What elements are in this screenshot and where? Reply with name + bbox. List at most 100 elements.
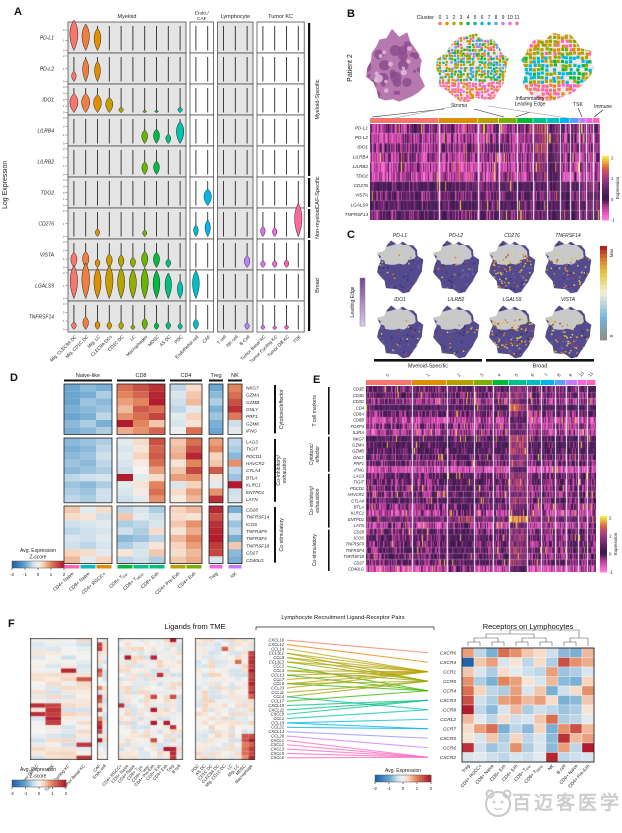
graphic [552,319,555,322]
graphic [548,39,553,43]
graphic [208,505,224,564]
d-cell [64,495,80,503]
graphic [584,72,588,76]
graphic [553,272,556,275]
graphic [430,59,432,61]
d-cell [80,438,96,446]
graphic [527,267,530,270]
violin [106,321,112,330]
graphic [466,331,469,334]
graphic [430,102,432,104]
graphic [471,96,475,99]
graphic [444,103,446,105]
f-receptor-cell [545,733,559,744]
f-dendrogram [563,641,577,646]
graphic [530,266,533,269]
violin [69,264,78,300]
graphic [472,99,475,102]
graphic [575,352,578,354]
graphic [487,100,490,103]
graphic [540,52,544,56]
graphic [559,336,562,339]
graphic [572,341,575,344]
graphic [550,267,553,270]
f-dendrogram [521,637,547,642]
graphic [468,63,472,67]
graphic [380,333,383,335]
graphic [565,340,568,343]
graphic [495,343,498,346]
graphic [454,61,457,64]
colorbar [360,324,365,327]
graphic [499,46,503,50]
graphic [565,87,569,91]
graphic [553,92,557,96]
f-receptor-cell [521,695,535,706]
graphic [540,35,545,40]
graphic [438,43,442,46]
graphic [493,282,496,285]
graphic [552,79,557,83]
graphic [556,92,560,96]
graphic [481,73,484,77]
graphic [474,85,478,89]
d-cell [133,513,149,521]
graphic [377,267,379,270]
graphic [500,273,503,276]
graphic [439,33,442,36]
graphic [490,28,492,30]
colorbar [600,336,607,341]
graphic [456,66,459,69]
colorbar [375,775,378,782]
f-receptor-cell [545,685,559,696]
graphic [448,57,452,60]
graphic [531,322,533,325]
violin [130,256,136,268]
c-leading-edge-region [545,242,584,265]
graphic [460,49,463,53]
graphic [521,64,525,68]
colorbar [600,269,607,274]
f-receptor-label: CCR8 [443,707,456,713]
graphic [475,96,478,100]
graphic [549,83,553,87]
graphic [459,73,463,76]
graphic [517,36,520,39]
c-gene-title: VISTA [561,297,576,303]
graphic [552,96,557,100]
graphic [456,351,459,354]
graphic [454,66,457,69]
f-pair-line [286,670,429,673]
graphic [448,355,451,358]
graphic [513,44,516,47]
graphic [463,67,467,70]
f-legend-tick: -2 [373,786,377,791]
graphic [533,47,537,51]
f-receptor-label: CCR1 [443,669,456,675]
graphic [492,75,495,79]
graphic [405,320,408,322]
graphic [536,320,538,322]
graphic [506,346,508,349]
graphic [560,32,564,35]
graphic [453,82,457,85]
f-receptor-cell [509,657,523,668]
graphic [549,79,553,83]
f-receptor-label: CCR5 [443,679,456,685]
colorbar [360,304,365,307]
f-pair-line [286,690,429,702]
graphic [511,76,513,78]
graphic [417,257,420,260]
f-receptor-cell [521,676,535,687]
graphic [584,79,588,83]
graphic [493,324,496,327]
graphic [469,78,473,81]
d-cell [96,527,112,535]
colorbar [14,780,17,787]
graphic [553,284,556,286]
graphic [525,328,527,330]
d-gene-label: GZMB [246,400,259,405]
graphic [483,85,487,88]
graphic [574,261,577,264]
colorbar [600,320,607,325]
